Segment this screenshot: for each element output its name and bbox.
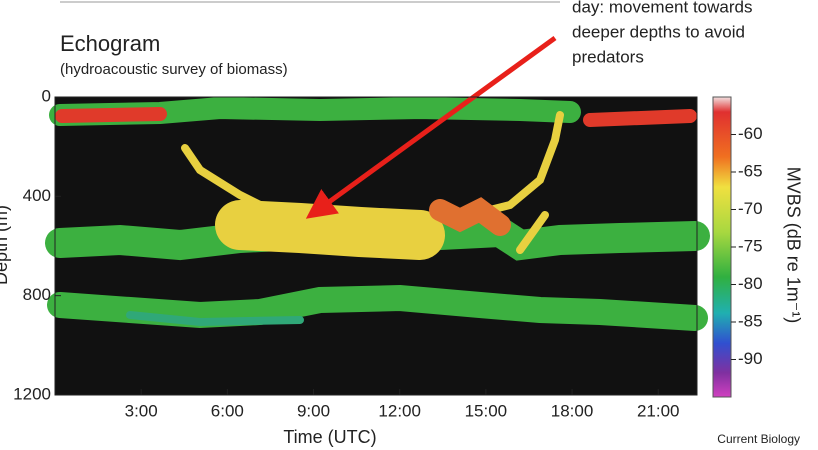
arrow (305, 35, 557, 219)
x-tick-label: 21:00 (637, 401, 680, 420)
annotation: predators (572, 47, 644, 66)
echogram (45, 96, 710, 331)
chart-subtitle: (hydroacoustic survey of biomass) (60, 61, 288, 78)
x-tick-label: 9:00 (297, 401, 330, 420)
plot-frame (54, 96, 698, 396)
x-axis-label: Time (UTC) (283, 427, 376, 447)
colorbar-tick-label: -60 (738, 124, 763, 143)
y-axis-label: Depth (m) (0, 205, 11, 285)
colorbar-tick-label: -75 (738, 236, 763, 255)
x-tick-label: 18:00 (551, 401, 594, 420)
colorbar-tick-label: -80 (738, 274, 763, 293)
colorbar-tick-label: -65 (738, 161, 763, 180)
colorbar (712, 96, 732, 398)
chart-title: Echogram (60, 31, 160, 56)
x-tick-label: 15:00 (465, 401, 508, 420)
source: Current Biology (717, 432, 800, 446)
y-tick-label: 1200 (13, 384, 51, 403)
y-tick-label: 0 (42, 86, 51, 105)
x-tick-label: 12:00 (378, 401, 421, 420)
colorbar-tick-label: -90 (738, 349, 763, 368)
x-tick-label: 3:00 (125, 401, 158, 420)
y-tick-label: 800 (23, 285, 51, 304)
annotation: deeper depths to avoid (572, 22, 745, 41)
x-tick-label: 6:00 (211, 401, 244, 420)
colorbar-label: MVBS (dB re 1m⁻¹) (783, 167, 803, 324)
colorbar-tick-label: -85 (738, 311, 763, 330)
y-tick-label: 400 (23, 186, 51, 205)
annotation: day: movement towards (572, 0, 752, 16)
colorbar-tick-label: -70 (738, 199, 763, 218)
